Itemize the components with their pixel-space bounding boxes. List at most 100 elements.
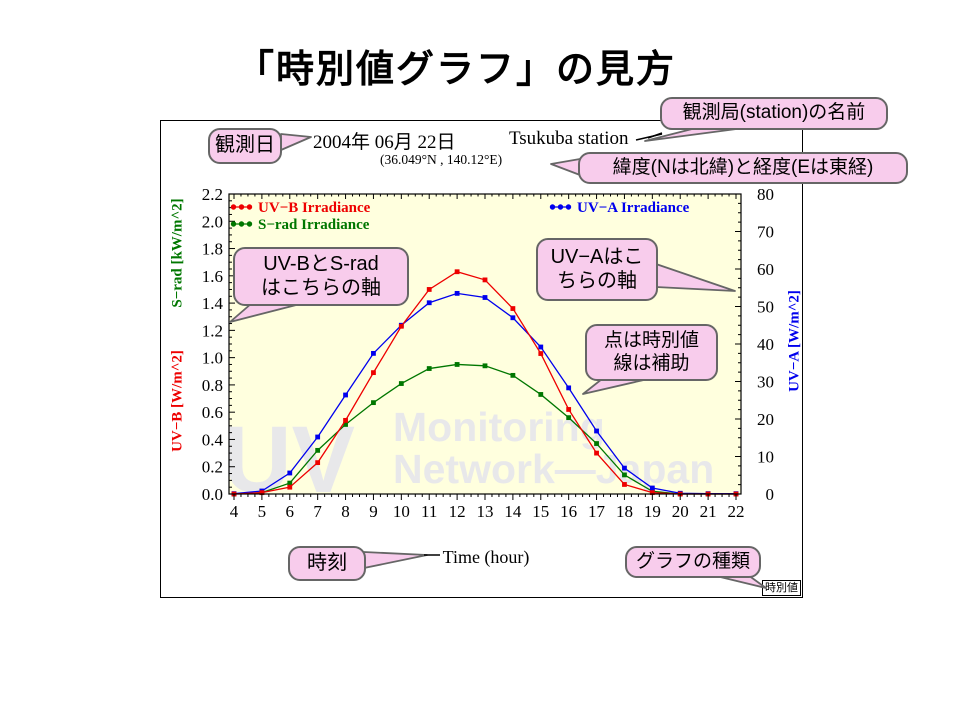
data-point: [343, 422, 348, 427]
data-point: [426, 287, 432, 292]
data-point: [594, 450, 599, 456]
legend-label: S−rad Irradiance: [258, 217, 370, 233]
callout-graph-type: グラフの種類: [625, 546, 761, 578]
right-axis-label-uva: UV−A [W/m^2]: [786, 290, 803, 392]
x-tick-label: 14: [504, 502, 522, 521]
left-tick-label: 0.6: [202, 403, 223, 422]
data-point: [426, 366, 432, 371]
callout-latitude-longitude: 緯度(Nは北緯)と経度(Eは東経): [578, 152, 908, 184]
data-point: [622, 482, 627, 487]
data-point: [482, 277, 488, 283]
right-tick-label: 30: [757, 373, 774, 392]
left-tick-label: 1.2: [202, 321, 223, 340]
right-tick-label: 50: [757, 298, 774, 317]
data-point: [398, 323, 404, 329]
callout-station-name: 観測局(station)の名前: [660, 97, 888, 130]
right-tick-label: 20: [757, 410, 774, 429]
left-tick-label: 1.4: [202, 294, 224, 313]
data-point: [371, 350, 376, 356]
right-tick-label: 60: [757, 260, 774, 279]
x-tick-label: 13: [477, 502, 494, 521]
data-point: [622, 465, 627, 471]
data-point: [287, 484, 293, 490]
data-point: [566, 415, 572, 421]
left-tick-label: 0.8: [202, 376, 223, 395]
data-point: [538, 392, 544, 397]
left-tick-label: 1.6: [202, 267, 223, 286]
data-point: [398, 381, 404, 386]
data-point: [594, 428, 599, 434]
observation-date: 2004年 06月 22日: [313, 132, 456, 153]
callout-right-axis: UV−Aはこ ちらの軸: [536, 238, 658, 301]
left-tick-label: 0.2: [202, 458, 223, 477]
callout-observation-date: 観測日: [208, 128, 282, 164]
x-tick-label: 11: [421, 502, 437, 521]
data-point: [315, 447, 321, 453]
data-point: [454, 269, 460, 275]
left-tick-label: 2.2: [202, 185, 223, 204]
right-tick-label: 10: [757, 448, 774, 467]
watermark-line1: Monitoring: [393, 404, 605, 450]
left-tick-label: 2.0: [202, 212, 223, 231]
left-tick-label: 1.0: [202, 349, 223, 368]
data-point: [649, 485, 655, 491]
data-point: [426, 300, 432, 306]
x-tick-label: 19: [644, 502, 661, 521]
data-point: [566, 407, 572, 412]
data-point: [510, 306, 516, 311]
callout-left-axis: UV-BとS-rad はこちらの軸: [233, 247, 409, 306]
x-tick-label: 10: [393, 502, 410, 521]
data-point: [482, 363, 488, 369]
left-tick-label: 0.0: [202, 485, 223, 504]
x-tick-label: 17: [588, 502, 606, 521]
data-point: [538, 344, 544, 350]
x-tick-label: 5: [258, 502, 267, 521]
x-tick-label: 7: [313, 502, 322, 521]
x-tick-label: 21: [700, 502, 717, 521]
left-tick-label: 1.8: [202, 240, 223, 259]
right-tick-label: 70: [757, 223, 774, 242]
watermark-uv: UV: [223, 407, 355, 513]
graph-type-note: 時別値: [762, 580, 801, 596]
legend-label: UV−B Irradiance: [258, 200, 371, 216]
data-point: [371, 370, 376, 376]
x-tick-label: 4: [230, 502, 239, 521]
watermark-line2: Network—Japan: [393, 446, 714, 492]
left-tick-label: 0.4: [202, 430, 224, 449]
x-axis-label: Time (hour): [442, 547, 530, 567]
legend-label: UV−A Irradiance: [577, 200, 690, 216]
data-point: [649, 490, 655, 496]
x-tick-label: 15: [532, 502, 549, 521]
data-point: [315, 434, 321, 440]
data-point: [287, 480, 293, 486]
left-axis-label-srad: S−rad [kW/m^2]: [169, 198, 186, 308]
right-tick-label: 0: [766, 485, 775, 504]
data-point: [538, 351, 544, 356]
data-point: [622, 472, 627, 478]
data-point: [510, 372, 516, 378]
data-point: [371, 400, 376, 406]
x-tick-label: 22: [728, 502, 745, 521]
x-tick-label: 12: [449, 502, 466, 521]
x-tick-label: 9: [369, 502, 378, 521]
data-point: [510, 315, 516, 321]
x-tick-label: 6: [286, 502, 295, 521]
left-axis-label-uvb: UV−B [W/m^2]: [169, 350, 186, 452]
data-point: [315, 460, 321, 466]
data-point: [594, 441, 599, 446]
data-point: [482, 295, 488, 300]
callout-points-meaning: 点は時別値 線は補助: [585, 324, 718, 381]
page-title: 「時別値グラフ」の見方: [235, 49, 676, 91]
data-point: [343, 392, 348, 398]
x-tick-label: 20: [672, 502, 689, 521]
x-tick-label: 8: [341, 502, 350, 521]
x-tick-label: 18: [616, 502, 633, 521]
station-name: Tsukuba station: [509, 128, 629, 149]
data-point: [454, 290, 460, 296]
right-tick-label: 80: [757, 185, 774, 204]
callout-time: 時刻: [288, 546, 366, 581]
right-tick-label: 40: [757, 335, 774, 354]
data-point: [566, 385, 572, 391]
station-coordinates: (36.049°N , 140.12°E): [380, 152, 503, 167]
